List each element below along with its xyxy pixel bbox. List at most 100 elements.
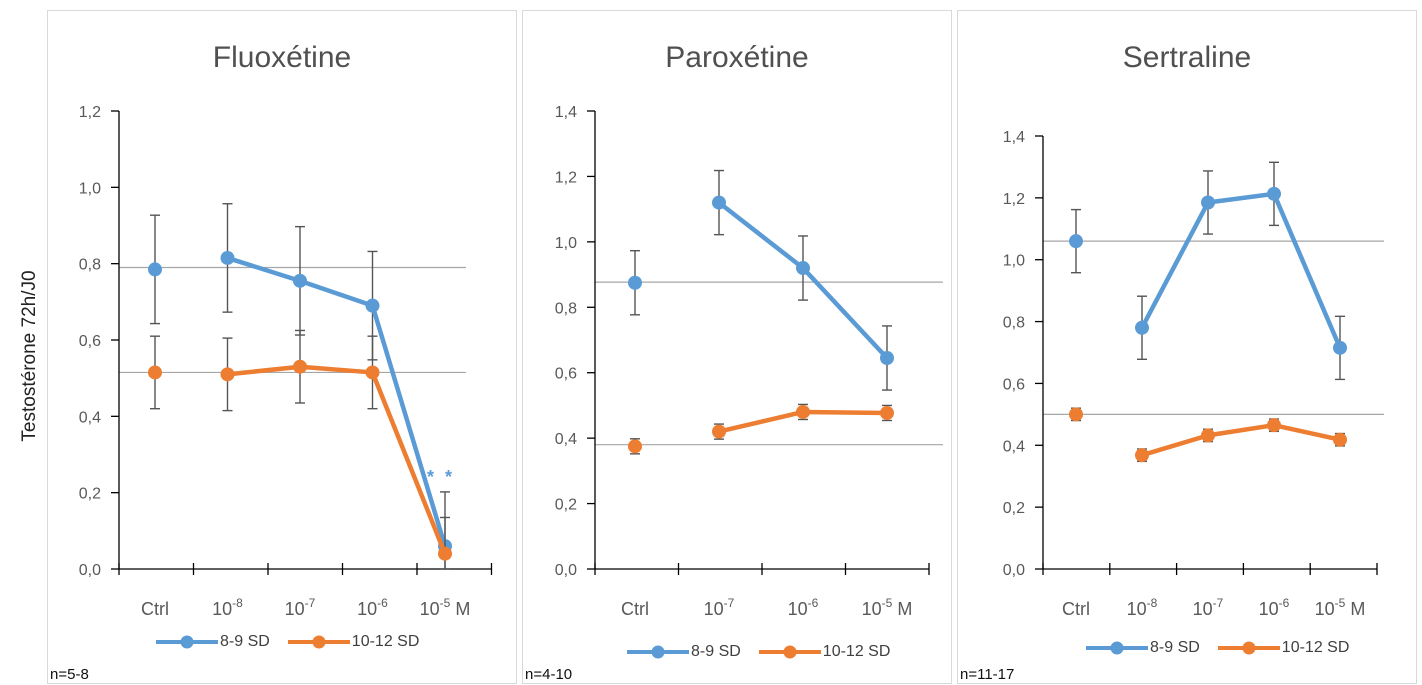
- data-point: [1267, 186, 1281, 201]
- x-tick-label: Ctrl: [1062, 599, 1090, 619]
- data-point: [148, 365, 162, 380]
- legend-marker-series1: [627, 645, 689, 659]
- data-point: [220, 250, 235, 265]
- x-tick-label: 10-6: [1259, 596, 1290, 619]
- legend-label-series1: 8-9 SD: [691, 643, 741, 660]
- chart-title: Paroxétine: [665, 41, 809, 74]
- legend-item-series2: 10-12 SD: [758, 643, 891, 661]
- data-point: [438, 546, 452, 561]
- y-tick-label: 0,0: [79, 562, 101, 579]
- data-point: [293, 359, 307, 374]
- legend-marker-series1: [156, 635, 218, 649]
- y-tick-label: 0,6: [79, 333, 101, 350]
- data-point: [1333, 432, 1347, 447]
- data-point: [1201, 195, 1215, 210]
- y-tick-label: 1,0: [1003, 253, 1025, 270]
- y-tick-label: 0,8: [1003, 315, 1025, 332]
- y-tick-label: 1,2: [555, 169, 577, 186]
- y-tick-label: 0,8: [555, 300, 577, 317]
- legend-item-series2: 10-12 SD: [1217, 639, 1350, 657]
- y-tick-label: 0,6: [1003, 376, 1025, 393]
- legend-label-series1: 8-9 SD: [220, 633, 270, 650]
- x-tick-label: Ctrl: [621, 599, 649, 619]
- y-tick-label: 0,4: [1003, 438, 1025, 455]
- data-point: [628, 439, 642, 454]
- y-tick-label: 0,2: [555, 497, 577, 514]
- y-axis-title-text: Testostérone 72h/J0: [19, 270, 40, 442]
- y-tick-label: 1,0: [79, 180, 101, 197]
- y-tick-label: 0,4: [79, 409, 101, 426]
- legend-label-series2: 10-12 SD: [351, 633, 420, 650]
- x-tick-label: 10-6: [788, 596, 819, 619]
- n-label: n=11-17: [960, 666, 1015, 683]
- significance-annotation: * *: [427, 467, 455, 487]
- x-tick-label: Ctrl: [141, 599, 169, 619]
- legend-marker-series1: [1086, 641, 1148, 655]
- chart-plot-fluoxetine: 0,0 0,2 0,4 0,6 0,8 1,0 1,2 Ctrl 10-8 10-7 10-6 10-…: [79, 104, 493, 619]
- legend-marker-series2: [287, 635, 350, 649]
- data-point: [1069, 407, 1083, 422]
- chart-title: Sertraline: [1122, 41, 1252, 74]
- y-tick-label: 0,8: [79, 257, 101, 274]
- x-tick-label: 10-7: [1193, 596, 1224, 619]
- x-tick-label: 10-7: [285, 596, 316, 619]
- y-tick-label: 1,4: [1003, 129, 1025, 146]
- y-tick-label: 0,4: [555, 431, 577, 448]
- legend-label-series1: 8-9 SD: [1150, 639, 1200, 656]
- data-point: [880, 405, 894, 420]
- y-tick-label: 0,0: [555, 562, 577, 579]
- chart-panel-paroxetine: Paroxétine 0,0 0,2 0,4 0,6 0,8 1,0 1,2 1,4 Ctrl 1…: [522, 10, 952, 684]
- data-point: [628, 275, 642, 290]
- data-point: [1069, 234, 1083, 249]
- y-tick-label: 1,0: [555, 235, 577, 252]
- chart-panel-sertraline: Sertraline 0,0 0,2 0,4 0,6 0,8 1,0 1,2 1,4 Ctrl 1…: [957, 10, 1417, 684]
- data-point: [796, 261, 810, 276]
- x-tick-label: 10-8: [1127, 596, 1158, 619]
- y-tick-label: 0,2: [79, 486, 101, 503]
- x-tick-label: 10-6: [357, 596, 388, 619]
- x-tick-label: 10-8: [212, 596, 243, 619]
- legend-item-series1: 8-9 SD: [1086, 639, 1200, 657]
- data-point: [880, 350, 894, 365]
- n-label: n=4-10: [525, 666, 573, 683]
- legend-marker-series2: [1217, 641, 1280, 655]
- data-point: [148, 262, 162, 277]
- x-tick-label: 10-7: [704, 596, 735, 619]
- chart-title: Fluoxétine: [212, 41, 352, 74]
- data-point: [293, 273, 307, 288]
- y-tick-label: 0,2: [1003, 500, 1025, 517]
- y-tick-label: 1,4: [555, 104, 577, 121]
- x-tick-label: 10-5 M: [1315, 596, 1366, 619]
- data-point: [365, 298, 380, 313]
- y-tick-label: 1,2: [1003, 191, 1025, 208]
- series-line: [227, 364, 448, 555]
- legend-label-series2: 10-12 SD: [822, 643, 891, 660]
- legend-item-series1: 8-9 SD: [627, 643, 741, 661]
- n-label: n=5-8: [50, 666, 89, 683]
- data-point: [1201, 428, 1215, 443]
- data-point: [796, 404, 810, 419]
- data-point: [1267, 418, 1281, 433]
- chart-plot-sertraline: 0,0 0,2 0,4 0,6 0,8 1,0 1,2 1,4 Ctrl 10-8 10-7 10-6…: [1003, 129, 1384, 619]
- chart-plot-paroxetine: 0,0 0,2 0,4 0,6 0,8 1,0 1,2 1,4 Ctrl 10-7 10-6 10-5…: [555, 104, 943, 619]
- y-tick-label: 0,0: [1003, 562, 1025, 579]
- y-tick-label: 1,2: [79, 104, 101, 121]
- x-tick-label: 10-5 M: [862, 596, 913, 619]
- data-point: [1135, 320, 1149, 335]
- series-line: [1141, 422, 1341, 458]
- y-tick-label: 0,6: [555, 366, 577, 383]
- data-point: [220, 367, 235, 382]
- x-tick-label: 10-5 M: [420, 596, 471, 619]
- y-axis-title: Testostérone 72h/J0: [10, 0, 50, 684]
- legend: 8-9 SD 10-12 SD: [627, 643, 908, 661]
- legend-item-series1: 8-9 SD: [156, 633, 270, 651]
- legend-marker-series2: [758, 645, 821, 659]
- data-point: [365, 365, 380, 380]
- data-point: [712, 424, 726, 439]
- legend-label-series2: 10-12 SD: [1281, 639, 1350, 656]
- data-point: [1135, 448, 1149, 463]
- legend-item-series2: 10-12 SD: [287, 633, 420, 651]
- series-line: [226, 255, 448, 547]
- chart-panel-fluoxetine: Fluoxétine 0,0 0,2 0,4 0,6 0,8 1,0 1,2 Ctrl 10-8…: [47, 10, 517, 684]
- legend: 8-9 SD 10-12 SD: [1086, 639, 1367, 657]
